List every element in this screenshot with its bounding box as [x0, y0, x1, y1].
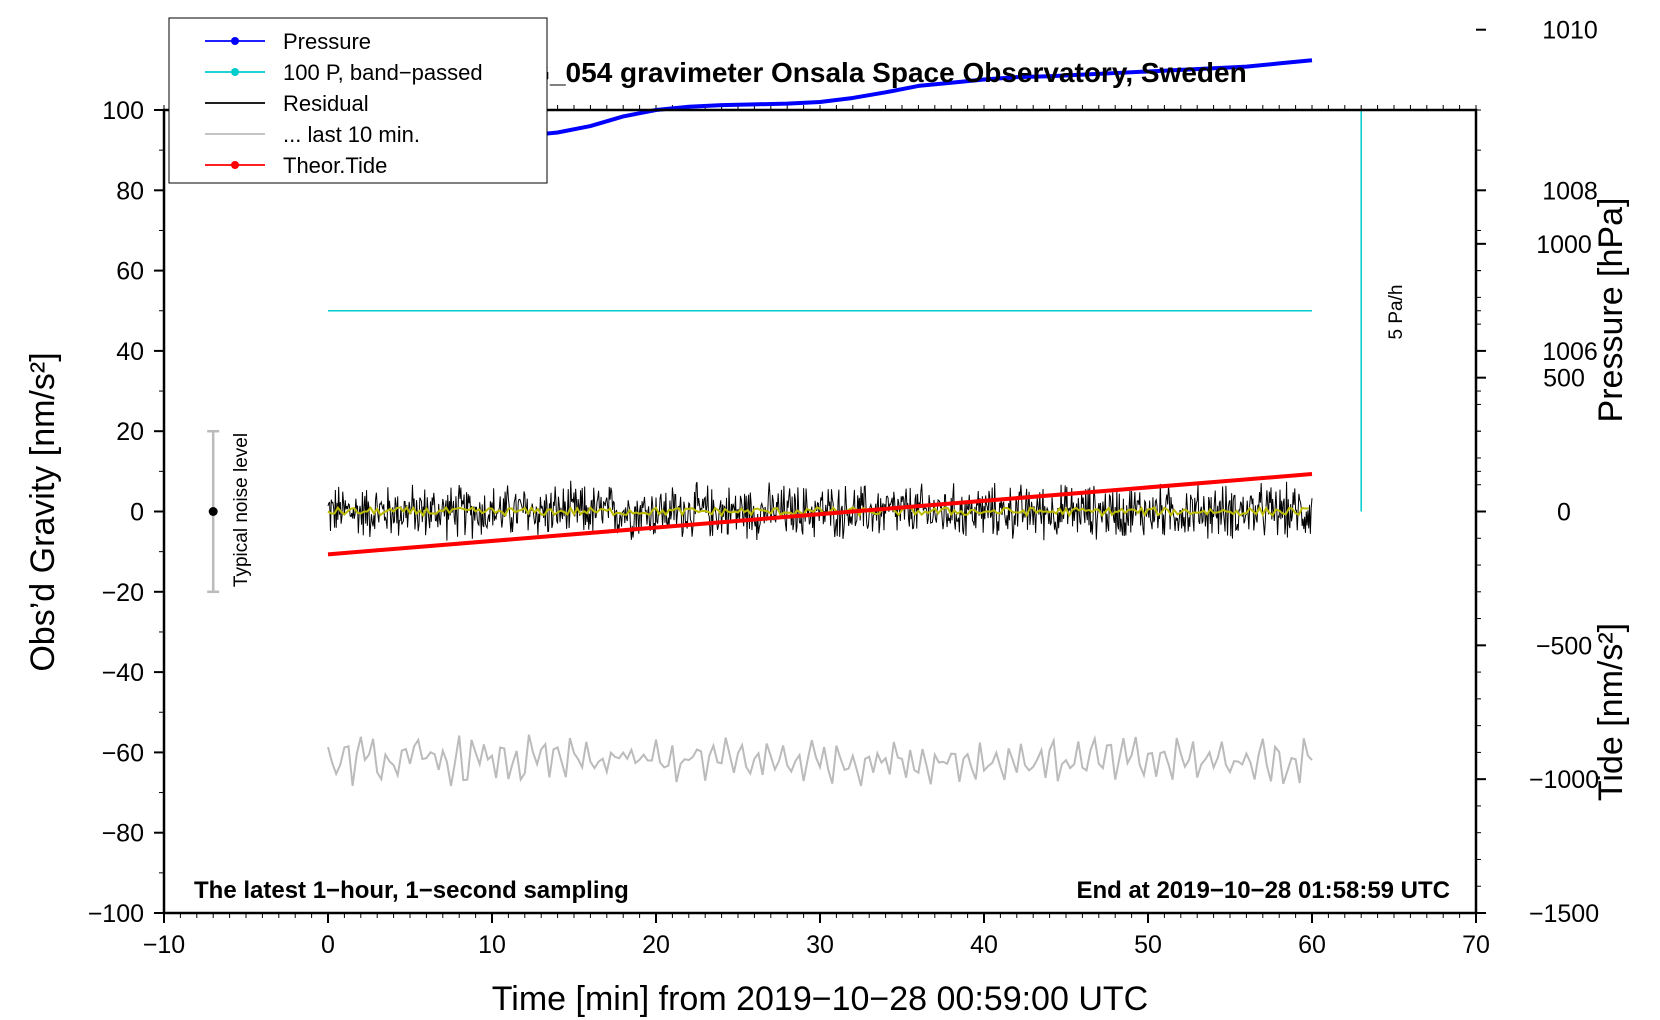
y-tick-label: −40	[102, 659, 144, 687]
y-tick-label: −80	[102, 820, 144, 848]
tide-tick-label: 0	[1557, 499, 1571, 527]
y-tick-label: 0	[130, 499, 144, 527]
noise-center-dot	[208, 507, 218, 516]
tide-tick-label: −500	[1536, 632, 1592, 660]
rate-label: 5 Pa/h	[1386, 285, 1407, 340]
pressure-tick-label: 1006	[1542, 338, 1598, 366]
x-tick-label: 70	[1462, 931, 1490, 959]
x-axis-label: Time [min] from 2019−10−28 00:59:00 UTC	[492, 980, 1148, 1018]
y-tick-label: 40	[116, 338, 144, 366]
legend-marker	[231, 68, 239, 76]
corner-label-right: End at 2019−10−28 01:58:59 UTC	[1076, 877, 1450, 904]
x-tick-label: 30	[806, 931, 834, 959]
y-tick-label: 20	[116, 418, 144, 446]
legend-box	[168, 17, 548, 184]
y-tick-label: 100	[102, 97, 144, 125]
x-tick-label: 0	[321, 931, 335, 959]
plot-frame	[162, 108, 1478, 915]
legend-marker	[231, 161, 239, 169]
noise-level-label: Typical noise level	[231, 433, 252, 587]
x-tick-label: 60	[1298, 931, 1326, 959]
series-tide-line	[327, 472, 1313, 557]
y-tick-label: −60	[102, 739, 144, 767]
tide-tick-label: 1000	[1536, 231, 1592, 259]
x-tick-label: 10	[478, 931, 506, 959]
chart-title: SCG_054 gravimeter Onsala Space Observat…	[489, 57, 1246, 88]
y-tick-label: −100	[88, 900, 144, 928]
legend-label: Theor.Tide	[283, 153, 387, 178]
series-residual-smoothed-line	[327, 505, 1309, 518]
tide-tick-label: −1500	[1529, 900, 1599, 928]
y-tick-label: −20	[102, 579, 144, 607]
legend: Pressure 100 P, band−passed Residual ... la…	[168, 17, 548, 184]
y-tick-label: 60	[116, 258, 144, 286]
x-tick-label: 20	[642, 931, 670, 959]
tide-tick-label: 500	[1543, 365, 1585, 393]
y-axis-label-left: Obs’d Gravity [nm/s²]	[24, 352, 62, 671]
x-tick-label: 40	[970, 931, 998, 959]
pressure-tick-label: 1008	[1542, 177, 1598, 205]
legend-label: Residual	[283, 91, 369, 116]
legend-label: Pressure	[283, 29, 371, 54]
pressure-tick-label: 1010	[1542, 17, 1598, 45]
legend-label: ... last 10 min.	[283, 122, 420, 147]
legend-marker	[231, 37, 239, 45]
x-tick-label: 50	[1134, 931, 1162, 959]
y-axis-label-tide: Tide [nm/s²]	[1592, 623, 1630, 801]
y-axis-label-pressure: Pressure [hPa]	[1592, 198, 1630, 423]
tide-tick-label: −1000	[1529, 766, 1599, 794]
corner-label-left: The latest 1−hour, 1−second sampling	[194, 877, 629, 904]
legend-label: 100 P, band−passed	[283, 60, 483, 85]
x-tick-label: −10	[143, 931, 185, 959]
series-last10min-line	[327, 734, 1313, 787]
y-tick-label: 80	[116, 177, 144, 205]
